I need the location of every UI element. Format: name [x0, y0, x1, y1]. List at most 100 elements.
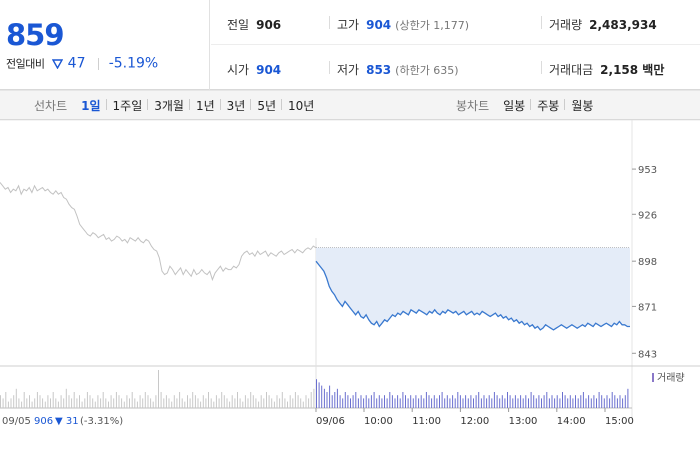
volume-bar-today: [363, 398, 365, 408]
stat-prev-close: 전일 906: [227, 16, 281, 33]
volume-bar-prev-day: [202, 395, 204, 408]
volume-bar-today: [336, 388, 338, 408]
volume-bar-today: [376, 398, 378, 408]
volume-bar-prev-day: [21, 401, 23, 408]
volume-bar-prev-day: [239, 398, 241, 408]
change-row: 전일대비 47 -5.19%: [6, 53, 159, 72]
volume-bar-today: [603, 398, 605, 408]
volume-bar-prev-day: [289, 395, 291, 408]
volume-bar-prev-day: [168, 398, 170, 408]
x-tick-label: 10:00: [364, 416, 393, 427]
volume-bar-today: [530, 392, 532, 408]
volume-bar-prev-day: [81, 401, 83, 408]
volume-bar-today: [441, 392, 443, 408]
volume-bar-today: [465, 395, 467, 408]
volume-bar-today: [431, 398, 433, 408]
period-1y-tab[interactable]: 1년: [188, 97, 221, 114]
volume-bar-today: [564, 395, 566, 408]
period-10y-tab[interactable]: 10년: [281, 97, 320, 114]
volume-bar-prev-day: [63, 398, 65, 408]
volume-bar-prev-day: [173, 395, 175, 408]
volume-bar-today: [593, 395, 595, 408]
volume-bar-prev-day: [252, 395, 254, 408]
period-3y-tab[interactable]: 3년: [219, 97, 252, 114]
candle-chart-label: 봉차트: [456, 99, 490, 113]
volume-bar-prev-day: [84, 398, 86, 408]
volume-bar-today: [449, 398, 451, 408]
change-percent: -5.19%: [108, 55, 159, 72]
volume-bar-today: [535, 398, 537, 408]
volume-bar-today: [538, 395, 540, 408]
volume-bar-prev-day: [94, 401, 96, 408]
volume-bar-prev-day: [268, 395, 270, 408]
period-5y-tab[interactable]: 5년: [250, 97, 282, 114]
stat-value: 2,158 백만: [600, 63, 665, 77]
candle-daily-tab[interactable]: 일봉: [503, 99, 526, 113]
volume-bar-today: [478, 392, 480, 408]
volume-bar-today: [473, 398, 474, 408]
stats-row: 시가 904 저가 853 (하한가 635) 거래대금 2,158 백만: [211, 45, 700, 90]
stat-label: 시가: [227, 63, 250, 77]
x-tick-label: 12:00: [460, 416, 489, 427]
volume-bar-prev-day: [50, 398, 51, 408]
volume-bar-today: [355, 392, 357, 408]
volume-bar-today: [543, 395, 545, 408]
volume-bar-today: [509, 395, 511, 408]
volume-bar-today: [483, 395, 485, 408]
candle-weekly-tab[interactable]: 주봉: [530, 97, 565, 114]
volume-bar-today: [365, 395, 367, 408]
current-price: 859: [6, 18, 65, 52]
period-3m-tab[interactable]: 3개월: [147, 97, 190, 114]
period-1d-tab[interactable]: 1일: [81, 99, 101, 113]
divider: [541, 16, 542, 29]
period-1w-tab[interactable]: 1주일: [105, 97, 149, 114]
change-amount: 47: [67, 55, 86, 72]
volume-bar-today: [357, 398, 359, 408]
volume-bar-prev-day: [39, 395, 41, 408]
volume-bar-prev-day: [221, 392, 223, 408]
volume-bar-today: [391, 395, 393, 408]
volume-bar-prev-day: [258, 401, 260, 408]
volume-bar-today: [402, 392, 404, 408]
volume-bar-today: [475, 395, 477, 408]
x-tick-label: 15:00: [605, 416, 634, 427]
volume-bar-today: [528, 398, 529, 408]
line-chart-periods: 선차트 1일 1주일 3개월 1년 3년 5년 10년: [34, 91, 320, 120]
volume-bar-prev-day: [305, 395, 307, 408]
volume-bar-prev-day: [71, 398, 73, 408]
volume-bar-prev-day: [163, 398, 165, 408]
volume-bar-today: [326, 392, 328, 408]
y-tick-label: 953: [638, 165, 657, 176]
volume-bar-today: [405, 395, 406, 408]
volume-bar-today: [493, 392, 495, 408]
volume-bar-today: [439, 395, 440, 408]
volume-bar-today: [514, 395, 516, 408]
volume-bar-prev-day: [200, 401, 202, 408]
volume-bar-today: [454, 398, 456, 408]
volume-bar-today: [512, 398, 514, 408]
volume-bar-today: [548, 398, 550, 408]
volume-bar-prev-day: [189, 398, 191, 408]
stat-value: 904: [256, 63, 282, 77]
y-tick-label: 926: [638, 210, 657, 221]
down-triangle-icon: [51, 58, 63, 69]
volume-bar-today: [520, 395, 522, 408]
volume-bar-prev-day: [60, 395, 62, 408]
volume-bar-today: [470, 395, 472, 408]
volume-bar-today: [601, 395, 603, 408]
volume-bar-prev-day: [242, 401, 244, 408]
volume-bar-prev-day: [279, 398, 281, 408]
volume-bar-prev-day: [218, 398, 220, 408]
volume-bar-today: [446, 395, 448, 408]
volume-bar-prev-day: [102, 392, 104, 408]
divider: [329, 16, 330, 29]
candle-monthly-tab[interactable]: 월봉: [564, 97, 599, 114]
volume-bar-today: [562, 392, 563, 408]
volume-bar-today: [347, 395, 349, 408]
volume-bar-today: [410, 395, 412, 408]
prev-day-change: ▼ 31: [55, 416, 79, 427]
volume-bar-prev-day: [55, 398, 57, 408]
volume-bar-today: [394, 398, 396, 408]
stat-volume: 거래량 2,483,934: [549, 16, 657, 33]
volume-bar-prev-day: [134, 398, 136, 408]
